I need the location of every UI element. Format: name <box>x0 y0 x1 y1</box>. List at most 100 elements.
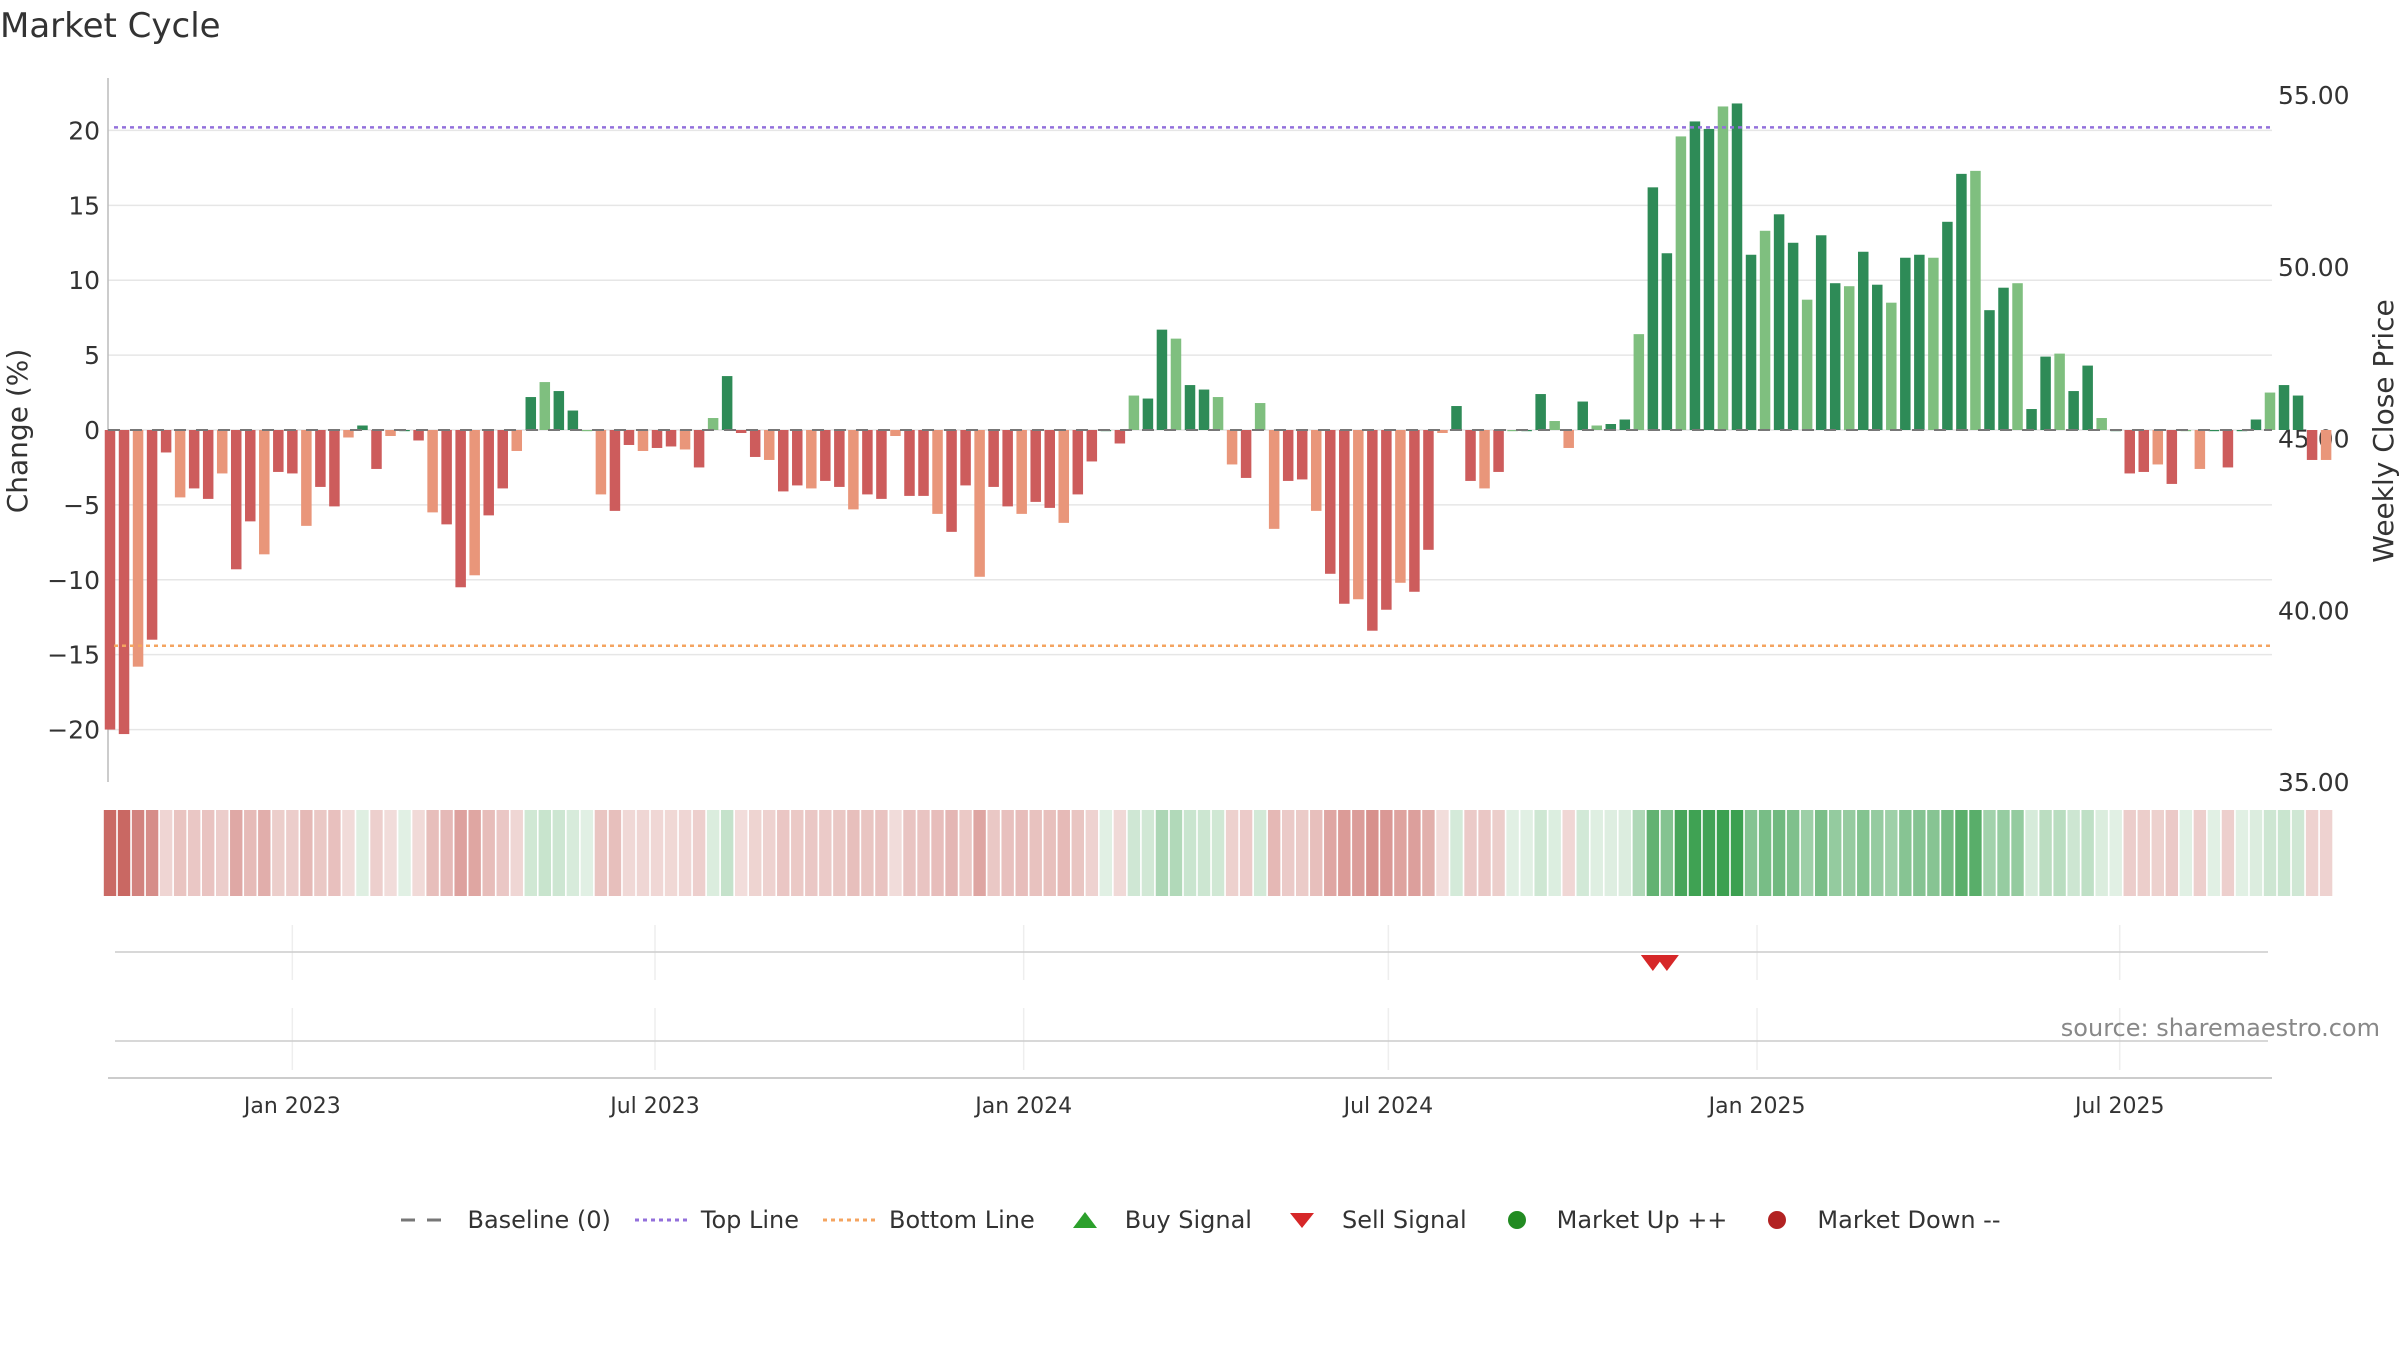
bar <box>834 430 845 487</box>
heatmap-cell <box>1338 810 1351 896</box>
reference-lines <box>108 126 2272 647</box>
heatmap-cell <box>1772 810 1786 896</box>
bar <box>1156 329 1168 430</box>
heatmap-cell <box>1380 810 1393 896</box>
legend-label-sell-signal: Sell Signal <box>1341 1206 1467 1234</box>
heatmap-cell <box>1871 810 1884 896</box>
bar <box>679 430 691 450</box>
bar <box>946 430 957 532</box>
heatmap-cell <box>608 810 622 896</box>
bar <box>202 430 214 499</box>
bar <box>1661 253 1673 430</box>
heatmap-cell <box>1127 810 1141 896</box>
heatmap-cell <box>1646 810 1660 896</box>
heatmap-cell <box>1941 810 1954 896</box>
heatmap-cell <box>678 810 692 896</box>
bar <box>848 430 859 510</box>
bar <box>1423 430 1434 550</box>
bar <box>1914 254 1925 430</box>
heatmap-cell <box>1548 810 1561 896</box>
sell-signal-marker <box>1654 955 1679 971</box>
bar <box>1254 403 1266 430</box>
heatmap-cell <box>1632 810 1646 896</box>
heatmap-cell <box>1843 810 1856 896</box>
heatmap-cell <box>566 810 580 896</box>
bar <box>2292 395 2304 430</box>
bar <box>820 430 831 481</box>
heatmap-cell <box>636 810 650 896</box>
heatmap-cell <box>412 810 425 896</box>
bar <box>245 430 256 522</box>
heatmap-cell <box>1015 810 1028 896</box>
heatmap-cell <box>187 810 201 896</box>
bar <box>329 430 340 507</box>
heatmap-cell <box>1758 810 1772 896</box>
heatmap-cell <box>1955 810 1968 896</box>
heatmap-cell <box>398 810 411 896</box>
bar <box>2068 391 2079 430</box>
heatmap-cell <box>2053 810 2066 896</box>
legend-item-bottom-line: Bottom Line <box>821 1206 1035 1234</box>
bar <box>132 430 144 667</box>
bar <box>1240 430 1252 478</box>
heatmap-cell <box>861 810 874 896</box>
bar <box>315 430 326 487</box>
bar <box>2166 430 2178 484</box>
heatmap-cell <box>1576 810 1589 896</box>
bar <box>1843 286 1855 430</box>
heatmap-cell <box>1534 810 1547 896</box>
bar <box>1381 430 1392 610</box>
y2-tick-label: 50.00 <box>2278 253 2350 282</box>
bar <box>2320 430 2332 460</box>
bar <box>160 430 172 453</box>
heatmap-cell <box>1071 810 1084 896</box>
bar <box>749 430 761 457</box>
heatmap-cell <box>1169 810 1183 896</box>
heatmap-cell <box>1983 810 1996 896</box>
heatmap-cell <box>1141 810 1155 896</box>
bar <box>1072 430 1084 495</box>
heatmap-cell <box>314 810 327 896</box>
y2-tick-label: 35.00 <box>2278 768 2350 797</box>
x-tick-label: Jul 2025 <box>2073 1094 2165 1119</box>
bar <box>2152 430 2164 465</box>
heatmap-cell <box>1422 810 1435 896</box>
bar <box>763 430 775 460</box>
heatmap-cell <box>117 810 131 896</box>
y-tick-label: −5 <box>63 491 100 520</box>
bar <box>1479 430 1490 489</box>
cycle-heatmap-strip <box>103 810 2333 896</box>
bar <box>1675 136 1687 430</box>
heatmap-cell <box>1660 810 1674 896</box>
bar <box>609 430 621 511</box>
heatmap-cell <box>2249 810 2263 896</box>
heatmap-cell <box>763 810 776 896</box>
bar <box>1395 430 1406 583</box>
bar <box>174 430 186 498</box>
bar <box>273 430 284 472</box>
bar <box>890 430 901 436</box>
bar <box>651 430 663 448</box>
bar <box>1577 401 1588 430</box>
y-tick-label: −10 <box>47 566 100 595</box>
bar <box>1535 394 1546 430</box>
heatmap-cell <box>2179 810 2193 896</box>
heatmap-cell <box>244 810 257 896</box>
y-axis-left: 20 15 10 5 0 −5 −10 −15 −20 <box>47 78 109 782</box>
heatmap-cell <box>1899 810 1912 896</box>
bar <box>1058 430 1070 523</box>
heatmap-cell <box>2109 810 2122 896</box>
heatmap-cell <box>2081 810 2094 896</box>
bar <box>553 391 565 430</box>
bar <box>511 430 523 451</box>
bar <box>1998 287 2009 430</box>
heatmap-cell <box>2221 810 2235 896</box>
bar <box>595 430 607 495</box>
heatmap-cell <box>426 810 439 896</box>
heatmap-cell <box>1885 810 1898 896</box>
bar <box>455 430 466 588</box>
heatmap-cell <box>791 810 804 896</box>
bar <box>497 430 508 489</box>
heatmap-cell <box>805 810 818 896</box>
